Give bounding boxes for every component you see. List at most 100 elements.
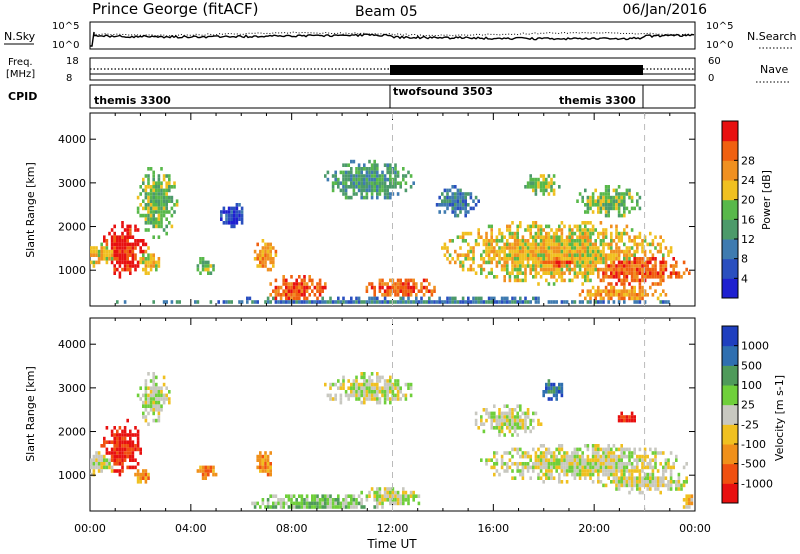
data-cell	[560, 465, 564, 470]
data-cell	[160, 217, 163, 221]
data-cell	[513, 246, 517, 250]
data-cell	[669, 480, 673, 484]
data-cell	[97, 462, 101, 466]
data-cell	[591, 199, 595, 203]
data-cell	[227, 206, 231, 211]
data-cell	[355, 185, 358, 189]
data-cell	[136, 228, 140, 232]
data-cell	[690, 498, 694, 502]
data-cell	[149, 397, 153, 401]
data-cell	[604, 228, 608, 232]
data-cell	[537, 300, 540, 304]
data-cell	[555, 397, 558, 401]
data-cell	[381, 393, 384, 398]
data-cell	[144, 242, 148, 247]
data-cell	[547, 397, 551, 401]
noise-sky-series	[90, 31, 695, 47]
data-cell	[552, 393, 556, 398]
data-cell	[643, 253, 647, 257]
data-cell	[383, 382, 387, 387]
data-cell	[321, 498, 324, 502]
data-cell	[589, 260, 592, 265]
data-cell	[576, 264, 579, 268]
data-cell	[628, 458, 631, 462]
data-cell	[571, 246, 574, 250]
data-cell	[147, 253, 150, 257]
data-cell	[576, 260, 579, 265]
data-cell	[545, 185, 548, 189]
data-cell	[131, 235, 135, 239]
data-cell	[602, 462, 605, 466]
data-cell	[469, 231, 473, 236]
data-cell	[685, 501, 688, 506]
data-cell	[227, 300, 231, 304]
data-cell	[526, 228, 530, 232]
data-cell	[331, 174, 335, 178]
data-cell	[664, 458, 668, 462]
data-cell	[438, 210, 441, 214]
data-cell	[615, 231, 618, 236]
data-cell	[524, 257, 527, 261]
data-cell	[594, 267, 597, 272]
data-cell	[92, 465, 96, 470]
data-cell	[373, 170, 376, 175]
data-cell	[607, 267, 610, 272]
data-cell	[620, 480, 623, 484]
data-cell	[539, 174, 543, 178]
data-cell	[581, 231, 584, 236]
data-cell	[357, 397, 361, 401]
data-cell	[129, 264, 132, 268]
data-cell	[547, 185, 551, 189]
data-cell	[318, 505, 322, 509]
data-cell	[256, 264, 259, 268]
data-cell	[269, 257, 272, 261]
data-cell	[513, 239, 517, 243]
data-cell	[207, 260, 210, 265]
colorbar-swatch	[722, 444, 738, 465]
data-cell	[329, 505, 332, 509]
data-cell	[389, 375, 392, 380]
data-cell	[610, 282, 613, 286]
data-cell	[630, 267, 634, 272]
data-cell	[331, 501, 335, 506]
data-cell	[589, 195, 592, 200]
data-cell	[261, 462, 265, 466]
data-cell	[344, 393, 348, 398]
data-cell	[625, 267, 629, 272]
data-cell	[272, 501, 275, 506]
data-cell	[95, 458, 98, 462]
data-cell	[534, 239, 538, 243]
data-cell	[134, 267, 137, 272]
data-cell	[651, 257, 655, 261]
data-cell	[539, 246, 543, 250]
data-cell	[550, 181, 553, 185]
data-cell	[355, 382, 358, 387]
data-cell	[654, 246, 657, 250]
data-cell	[295, 300, 298, 304]
data-cell	[129, 440, 132, 444]
data-cell	[534, 224, 538, 229]
data-cell	[350, 501, 353, 506]
data-cell	[558, 447, 561, 452]
data-cell	[638, 235, 642, 239]
data-cell	[212, 472, 215, 477]
data-cell	[149, 192, 153, 196]
data-cell	[331, 181, 335, 185]
data-cell	[298, 293, 301, 297]
data-cell	[329, 296, 332, 301]
data-cell	[105, 260, 109, 265]
data-cell	[500, 296, 504, 301]
data-cell	[136, 480, 140, 484]
data-cell	[646, 476, 649, 480]
data-cell	[142, 415, 145, 419]
data-cell	[409, 494, 413, 498]
data-cell	[368, 185, 371, 189]
data-cell	[347, 501, 350, 506]
data-cell	[329, 386, 332, 390]
data-cell	[157, 203, 161, 207]
data-cell	[602, 300, 605, 304]
data-cell	[542, 444, 545, 448]
data-cell	[555, 271, 558, 275]
data-cell	[376, 386, 379, 390]
data-cell	[368, 375, 371, 380]
